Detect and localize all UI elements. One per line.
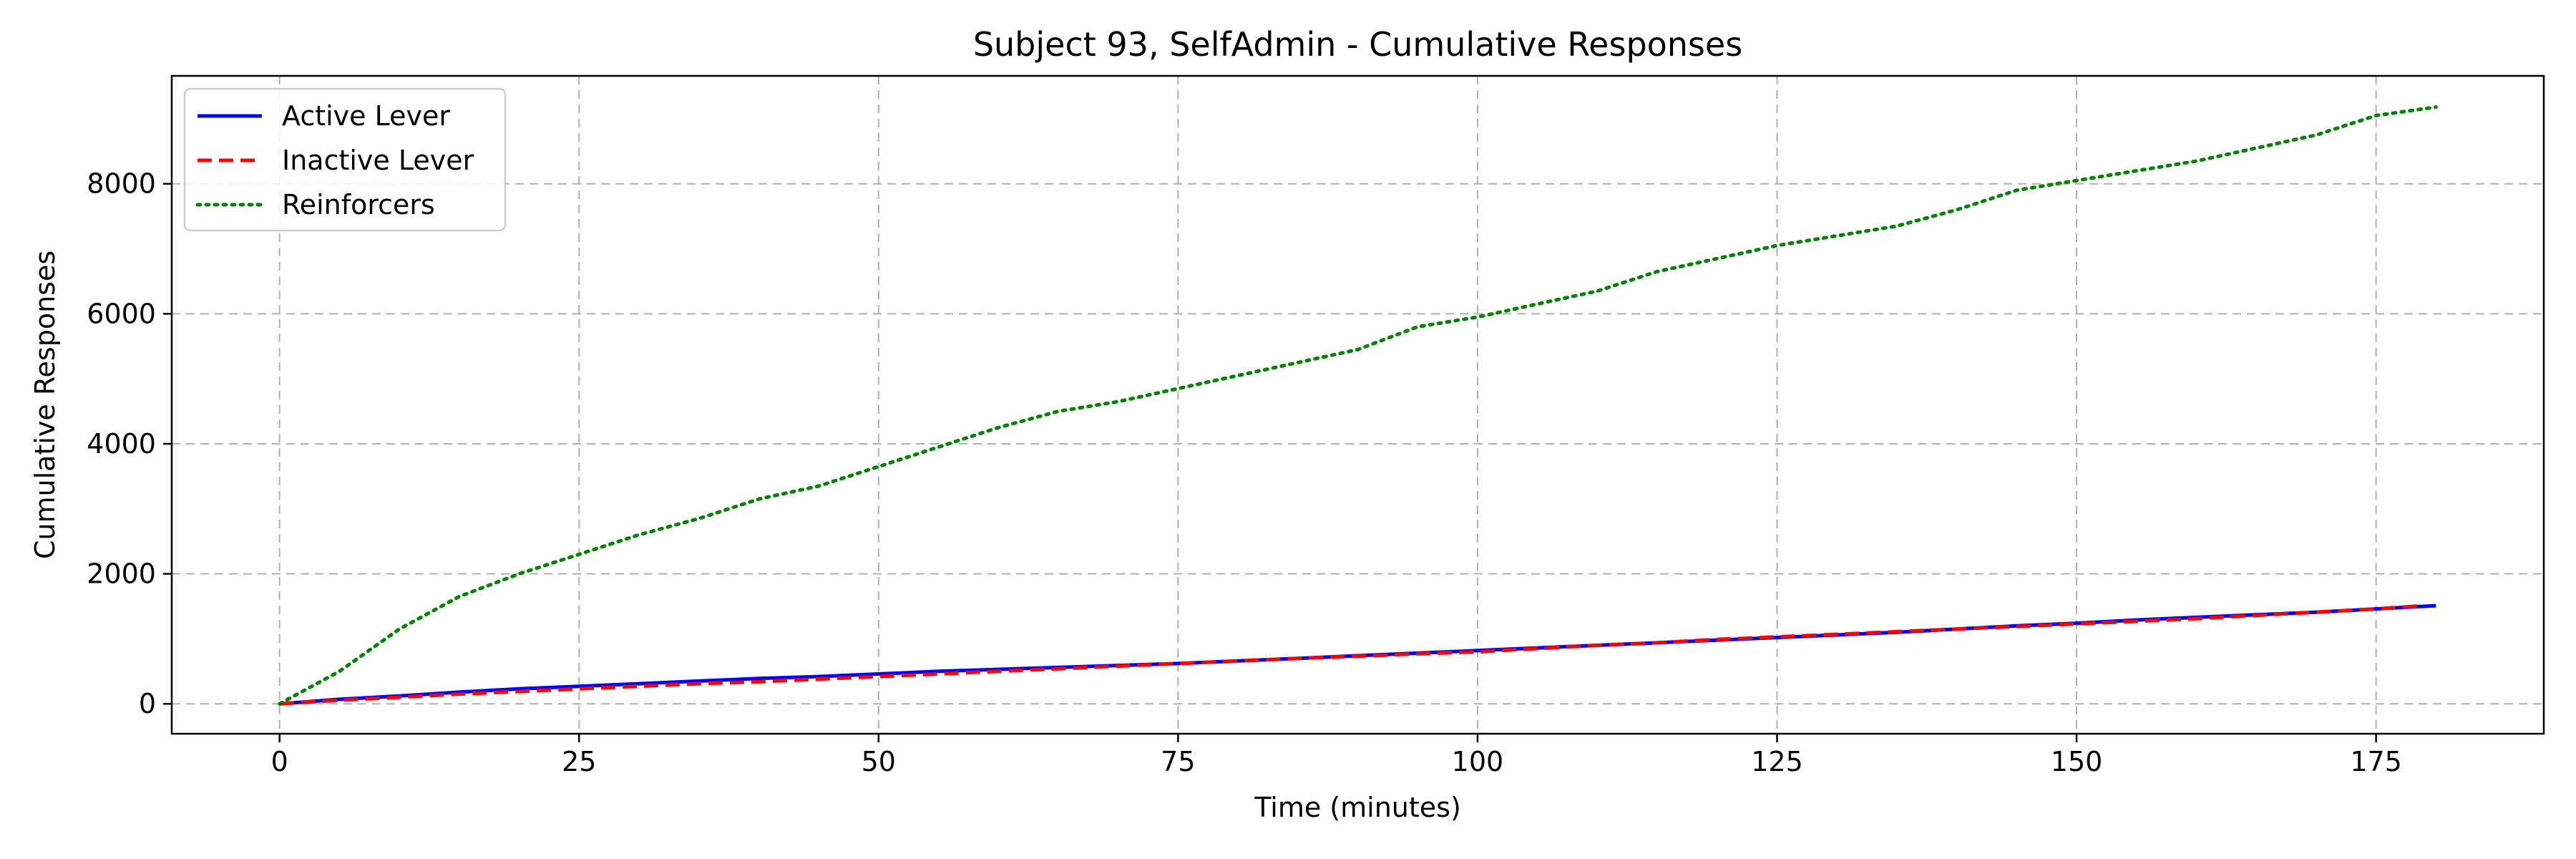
y-tick-label: 8000 (87, 168, 156, 200)
legend-label: Inactive Lever (282, 145, 474, 176)
x-tick-label: 125 (1751, 746, 1803, 777)
series-line-reinforcers (278, 105, 2438, 706)
grid-layer (172, 76, 2544, 734)
x-axis-label: Time (minutes) (1254, 792, 1461, 823)
y-tick-label: 2000 (87, 558, 156, 590)
series-line-inactive-lever (279, 603, 2424, 706)
chart-title: Subject 93, SelfAdmin - Cumulative Respo… (973, 25, 1742, 64)
x-tick-label: 75 (1161, 746, 1195, 777)
x-tick-label: 50 (862, 746, 896, 777)
x-tick-label: 175 (2350, 746, 2402, 777)
x-tick-label: 25 (562, 746, 596, 777)
legend-label: Reinforcers (282, 189, 435, 220)
series-layer (278, 105, 2438, 706)
legend: Active Lever Inactive Lever Reinforcers (183, 87, 507, 232)
x-tick-label: 150 (2051, 746, 2103, 777)
plot-frame (170, 74, 2545, 735)
y-axis-label: Cumulative Responses (29, 251, 61, 559)
y-tick-label: 6000 (87, 298, 156, 329)
tick-layer: 0 25 50 75 100 125 150 175 0 2000 4000 6000 8000 (87, 168, 2402, 777)
x-tick-label: 0 (271, 746, 288, 777)
y-tick-label: 4000 (87, 428, 156, 460)
legend-box (183, 87, 507, 232)
x-tick-label: 100 (1452, 746, 1504, 777)
y-tick-label: 0 (139, 688, 156, 719)
legend-label: Active Lever (282, 100, 450, 132)
